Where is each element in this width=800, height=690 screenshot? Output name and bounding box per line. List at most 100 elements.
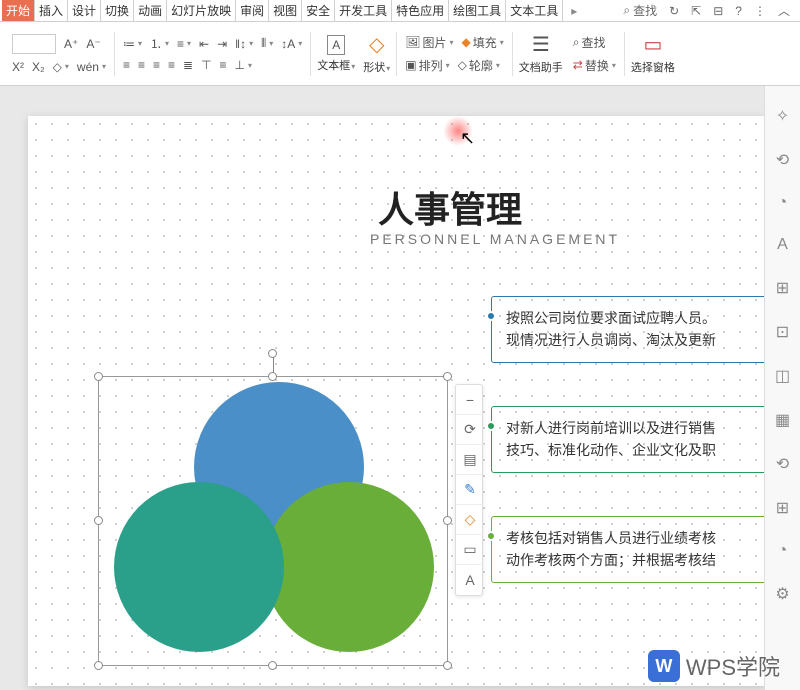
menu-icon[interactable]: ⋮ [754,4,766,18]
side-icon-chart[interactable]: ◔ [778,194,788,212]
side-icon-grid[interactable]: ⊞ [776,278,789,298]
float-btn-text[interactable]: A [456,565,484,595]
side-icon-layout[interactable]: ◫ [775,366,790,386]
align-justify-button[interactable]: ≡ [168,58,175,72]
float-btn-collapse[interactable]: − [456,385,484,415]
shape-selection[interactable] [98,376,448,666]
dochelp-label: 文档助手 [519,59,563,75]
fill-button[interactable]: ◆ 填充▾ [462,34,504,51]
side-icon-sync[interactable]: ⟲ [776,150,789,170]
float-btn-outline[interactable]: ▭ [456,535,484,565]
side-icon-image[interactable]: ▦ [775,410,790,430]
arrange-button[interactable]: ▣ 排列▾ [405,57,449,74]
outdent-button[interactable]: ⇤ [199,37,209,51]
levels-button[interactable]: ≡▾ [177,37,191,51]
font-decrease-button[interactable]: A⁻ [86,37,100,51]
lineheight-button[interactable]: ‖↕▾ [235,37,253,51]
textbox-label: 文本框▾ [317,57,355,73]
pinyin-button[interactable]: wén▾ [77,60,106,74]
bullet-icon [486,531,496,541]
selection-pane-label: 选择窗格 [631,59,675,75]
resize-handle-tr[interactable] [443,372,452,381]
distribute-button[interactable]: ⫴▾ [261,36,273,51]
tab-texttools[interactable]: 文本工具 [506,0,563,21]
side-icon-apps[interactable]: ⊡ [776,322,789,342]
indent-button[interactable]: ⇥ [217,37,227,51]
resize-handle-tm[interactable] [268,372,277,381]
save-icon[interactable]: ⊟ [713,4,723,18]
text-box-2[interactable]: 对新人进行岗前培训以及进行销售 技巧、标准化动作、企业文化及职 [491,406,771,473]
resize-handle-tl[interactable] [94,372,103,381]
tab-devtools[interactable]: 开发工具 [335,0,392,21]
superscript-button[interactable]: X² [12,60,24,74]
circle-green[interactable] [264,482,434,652]
fill-icon: ◆ [462,35,471,49]
tab-security[interactable]: 安全 [302,0,335,21]
text-box-3[interactable]: 考核包括对销售人员进行业绩考核 动作考核两个方面；并根据考核结 [491,516,771,583]
find-button[interactable]: ⌕ 查找 [573,34,606,51]
slide-subtitle: PERSONNEL MANAGEMENT [370,231,620,247]
numbering-button[interactable]: ⒈▾ [150,35,169,52]
cloud-icon[interactable]: ↻ [669,4,679,18]
cursor-icon: ↖ [460,128,475,149]
tab-start[interactable]: 开始 [2,0,35,21]
canvas-area[interactable]: ↖ 人事管理 PERSONNEL MANAGEMENT 按照公司岗位要求面试应聘… [0,86,764,690]
search-button[interactable]: ⌕ 查找 [623,2,657,19]
divider [512,32,513,76]
picture-button[interactable]: 🖼 图片▾ [405,34,453,51]
textbox-button[interactable]: A 文本框▾ [313,35,359,73]
text-line: 技巧、标准化动作、企业文化及职 [506,439,756,461]
replace-button[interactable]: ⇄ 替换▾ [573,57,616,74]
dochelp-button[interactable]: ☰ 文档助手 [515,32,567,75]
side-icon-sound[interactable]: ⊞ [776,498,789,518]
resize-handle-bm[interactable] [268,661,277,670]
rotate-handle[interactable] [268,349,277,358]
valign-bottom-button[interactable]: ⊥▾ [235,58,252,72]
tab-special[interactable]: 特色应用 [392,0,449,21]
resize-handle-ml[interactable] [94,516,103,525]
subscript-button[interactable]: X₂ [32,60,45,74]
float-btn-rotate[interactable]: ⟳ [456,415,484,445]
side-icon-history[interactable]: ⟲ [776,454,789,474]
font-dropdown[interactable] [12,34,56,54]
share-icon[interactable]: ⇱ [691,4,701,18]
align-left-button[interactable]: ≡ [123,58,130,72]
shape-button[interactable]: ◇ 形状▾ [359,32,394,75]
tab-review[interactable]: 审阅 [236,0,269,21]
tab-transition[interactable]: 切换 [101,0,134,21]
tab-more[interactable]: ▸ [563,2,585,20]
align-right-button[interactable]: ≡ [153,58,160,72]
tab-insert[interactable]: 插入 [35,0,68,21]
text-box-1[interactable]: 按照公司岗位要求面试应聘人员。 现情况进行人员调岗、淘汰及更新 [491,296,771,363]
side-icon-settings[interactable]: ⚙ [775,584,789,604]
side-icon-ai[interactable]: ✧ [776,106,789,126]
tab-drawtools[interactable]: 绘图工具 [449,0,506,21]
float-btn-fill[interactable]: ◇ [456,505,484,535]
outline-button[interactable]: ◇ 轮廓▾ [458,57,500,74]
collapse-icon[interactable]: ︿ [778,2,790,19]
resize-handle-mr[interactable] [443,516,452,525]
help-icon[interactable]: ? [735,4,742,18]
slide[interactable]: ↖ 人事管理 PERSONNEL MANAGEMENT 按照公司岗位要求面试应聘… [28,116,766,686]
selection-pane-button[interactable]: ▭ 选择窗格 [627,32,679,75]
eraser-button[interactable]: ◇▾ [53,60,69,74]
bullet-icon [486,421,496,431]
align-center-button[interactable]: ≡ [138,58,145,72]
circle-teal[interactable] [114,482,284,652]
side-icon-font[interactable]: A [777,236,788,254]
float-btn-layers[interactable]: ▤ [456,445,484,475]
vertical-text-button[interactable]: ↕A▾ [281,37,302,51]
valign-top-button[interactable]: ⊤ [201,58,211,72]
bullets-button[interactable]: ≔▾ [123,37,142,51]
resize-handle-bl[interactable] [94,661,103,670]
font-increase-button[interactable]: A⁺ [64,37,78,51]
side-icon-shield[interactable]: ◔ [778,542,788,560]
tab-design[interactable]: 设计 [68,0,101,21]
tab-view[interactable]: 视图 [269,0,302,21]
tab-slideshow[interactable]: 幻灯片放映 [167,0,236,21]
distribute-lines-button[interactable]: ≣ [183,58,193,72]
float-btn-edit[interactable]: ✎ [456,475,484,505]
valign-middle-button[interactable]: ≡ [220,58,227,72]
resize-handle-br[interactable] [443,661,452,670]
tab-animation[interactable]: 动画 [134,0,167,21]
